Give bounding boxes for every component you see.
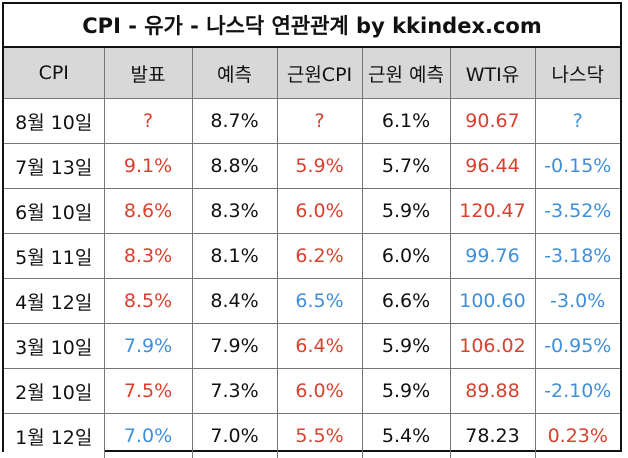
cell-forecast: 8.7% [191,98,278,144]
table-row: 7월 13일 9.1% 8.8% 5.9% 5.7% 96.44 -0.15% [4,143,620,189]
cell-actual: 9.1% [103,143,193,189]
cell-nasdaq: -3.18% [534,233,620,279]
cell-core-forecast: 6.1% [361,98,451,144]
cell-forecast: 8.4% [191,278,278,324]
cpi-table: CPI 발표 예측 근원CPI 근원 예측 WTI유 나스닥 8월 10일? 8.… [4,48,620,458]
cell-core-cpi: 6.0% [276,368,363,414]
header-wti: WTI유 [449,48,536,99]
row-date: 1월 12일 [4,413,105,458]
cell-core-forecast: 5.9% [361,188,451,234]
table-row: 3월 10일 7.9% 7.9% 6.4% 5.9% 106.02 -0.95% [4,323,620,369]
cell-wti: 99.76 [449,233,536,279]
cell-core-forecast: 5.4% [361,413,451,458]
page-title: CPI - 유가 - 나스닥 연관관계 by kkindex.com [4,4,620,48]
cell-actual: 7.0% [103,413,193,458]
table-row: 5월 11일 8.3% 8.1% 6.2% 6.0% 99.76 -3.18% [4,233,620,279]
cell-core-cpi: 6.5% [276,278,363,324]
cell-core-cpi: 6.0% [276,188,363,234]
cell-forecast: 7.9% [191,323,278,369]
cell-core-forecast: 5.7% [361,143,451,189]
row-date: 3월 10일 [4,323,105,369]
cell-actual: 8.6% [103,188,193,234]
cell-wti: 120.47 [449,188,536,234]
cell-actual: ? [103,98,193,144]
cell-actual: 8.3% [103,233,193,279]
cell-forecast: 8.1% [191,233,278,279]
cell-actual: 7.5% [103,368,193,414]
cell-actual: 8.5% [103,278,193,324]
table-row: 8월 10일? 8.7%? 6.1% 90.67? [4,98,620,144]
cell-nasdaq: -3.52% [534,188,620,234]
cell-core-forecast: 5.9% [361,368,451,414]
table-row: 1월 12일 7.0% 7.0% 5.5% 5.4% 78.23 0.23% [4,413,620,458]
cell-wti: 106.02 [449,323,536,369]
row-date: 4월 12일 [4,278,105,324]
cell-nasdaq: 0.23% [534,413,620,458]
table-row: 4월 12일 8.5% 8.4% 6.5% 6.6% 100.60 -3.0% [4,278,620,324]
header-core-cpi: 근원CPI [276,48,363,99]
header-actual: 발표 [103,48,193,99]
cell-wti: 90.67 [449,98,536,144]
cell-core-cpi: ? [276,98,363,144]
table-row: 2월 10일 7.5% 7.3% 6.0% 5.9% 89.88 -2.10% [4,368,620,414]
cell-wti: 78.23 [449,413,536,458]
row-date: 7월 13일 [4,143,105,189]
cell-nasdaq: -0.15% [534,143,620,189]
row-date: 2월 10일 [4,368,105,414]
header-forecast: 예측 [191,48,278,99]
cell-forecast: 8.3% [191,188,278,234]
header-core-forecast: 근원 예측 [361,48,451,99]
cell-forecast: 8.8% [191,143,278,189]
row-date: 6월 10일 [4,188,105,234]
cell-nasdaq: -0.95% [534,323,620,369]
cell-core-forecast: 6.0% [361,233,451,279]
cell-forecast: 7.0% [191,413,278,458]
table-header-row: CPI 발표 예측 근원CPI 근원 예측 WTI유 나스닥 [4,48,620,99]
cell-forecast: 7.3% [191,368,278,414]
cell-wti: 100.60 [449,278,536,324]
cell-nasdaq: -2.10% [534,368,620,414]
cell-core-cpi: 5.9% [276,143,363,189]
header-cpi: CPI [4,48,105,99]
cell-core-cpi: 5.5% [276,413,363,458]
cell-nasdaq: ? [534,98,620,144]
table-row: 6월 10일 8.6% 8.3% 6.0% 5.9% 120.47 -3.52% [4,188,620,234]
header-nasdaq: 나스닥 [534,48,620,99]
cell-core-forecast: 5.9% [361,323,451,369]
cell-core-forecast: 6.6% [361,278,451,324]
cell-actual: 7.9% [103,323,193,369]
cell-wti: 96.44 [449,143,536,189]
row-date: 5월 11일 [4,233,105,279]
table-body: 8월 10일? 8.7%? 6.1% 90.67? 7월 13일 9.1% 8.8% 5.9%… [4,98,620,458]
row-date: 8월 10일 [4,98,105,144]
cell-core-cpi: 6.4% [276,323,363,369]
cell-wti: 89.88 [449,368,536,414]
cell-core-cpi: 6.2% [276,233,363,279]
cell-nasdaq: -3.0% [534,278,620,324]
